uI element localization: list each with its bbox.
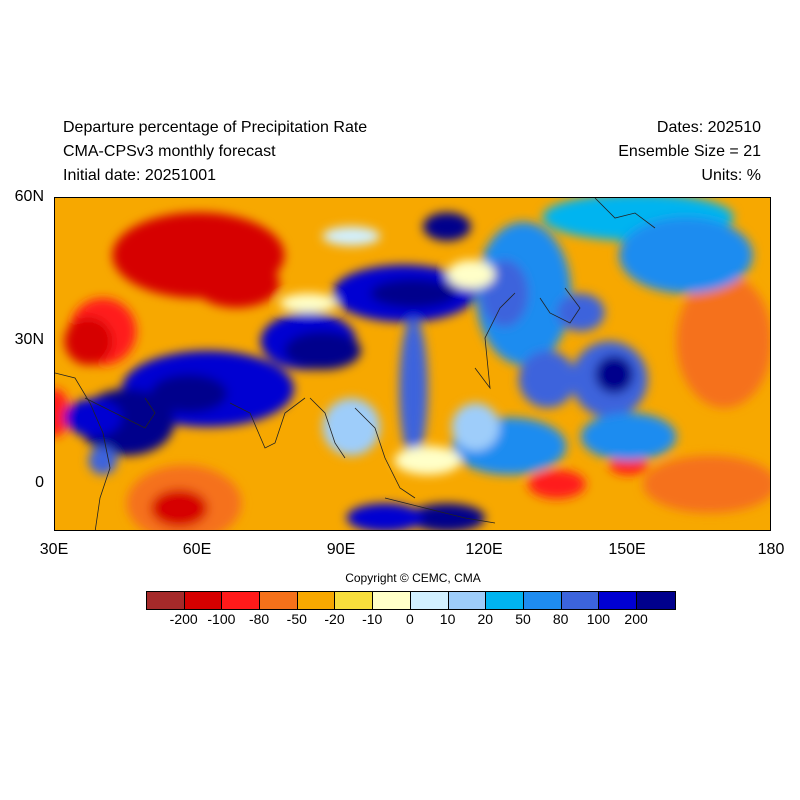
anomaly-region	[399, 317, 428, 461]
anomaly-region	[284, 331, 361, 370]
anomaly-region	[279, 293, 338, 313]
lon-tick-120e: 120E	[465, 541, 503, 558]
anomaly-region	[193, 260, 280, 308]
colorbar-label: -200	[169, 611, 198, 627]
colorbar-label: 200	[624, 611, 648, 627]
colorbar-label: 100	[586, 611, 611, 627]
anomaly-region	[408, 503, 486, 530]
anomaly-region	[556, 293, 605, 332]
anomaly-region	[394, 446, 462, 475]
coastline-indonesia	[384, 497, 496, 524]
colorbar-swatch	[523, 592, 562, 609]
anomaly-region	[322, 398, 381, 456]
coastline-arabia	[84, 397, 156, 429]
coastline-bay-of-bengal	[309, 397, 346, 459]
colorbar-label: -100	[207, 611, 236, 627]
colorbar-label: 80	[552, 611, 569, 627]
anomaly-region	[55, 388, 70, 437]
colorbar-swatch	[260, 592, 298, 609]
coastline-china	[474, 292, 516, 390]
colorbar-swatch	[486, 592, 524, 609]
colorbar-label: -10	[362, 611, 383, 627]
colorbar-swatch	[184, 592, 223, 609]
lon-tick-30e: 30E	[39, 541, 69, 558]
colorbar-swatch	[410, 592, 449, 609]
initial-date: Initial date: 20251001	[63, 167, 217, 184]
colorbar-label: 20	[477, 611, 494, 627]
coastlines	[55, 198, 656, 530]
anomaly-region	[518, 350, 577, 408]
colorbar-label: 10	[439, 611, 456, 627]
anomaly-region	[619, 217, 753, 294]
colorbar-label: -50	[286, 611, 307, 627]
colorbar-swatch	[448, 592, 487, 609]
coastline-kamchatka	[594, 198, 656, 229]
ensemble-size: Ensemble Size = 21	[618, 143, 761, 160]
lon-tick-90e: 90E	[326, 541, 356, 558]
anomaly-region	[88, 446, 118, 475]
colorbar-swatch	[222, 592, 261, 609]
anomaly-region	[595, 355, 634, 394]
anomaly-region	[446, 260, 495, 289]
anomaly-region	[64, 317, 113, 365]
anomaly-region	[642, 455, 770, 513]
anomaly-region	[322, 226, 381, 246]
colorbar-label: -20	[324, 611, 345, 627]
colorbar-swatch	[561, 592, 600, 609]
units-label: Units: %	[701, 167, 761, 184]
lat-tick-0: 0	[35, 474, 44, 491]
anomaly-region	[528, 469, 586, 499]
anomaly-region	[150, 374, 228, 413]
lon-tick-180: 180	[757, 541, 785, 558]
coastline-africa-east	[55, 372, 111, 530]
colorbar-swatch	[335, 592, 374, 609]
anomaly-region	[370, 279, 457, 308]
colorbar-swatch	[636, 592, 675, 609]
coastline-japan	[539, 287, 581, 324]
colorbar-label: 50	[515, 611, 531, 627]
anomaly-region	[676, 274, 770, 408]
colorbar-swatch	[373, 592, 411, 609]
anomaly-region	[150, 489, 208, 528]
precipitation-anomaly-map	[54, 197, 771, 531]
map-title: Departure percentage of Precipitation Ra…	[63, 119, 368, 136]
coastline-indochina	[354, 407, 416, 499]
anomaly-region	[451, 403, 500, 451]
lon-tick-60e: 60E	[182, 541, 212, 558]
anomaly-region	[64, 398, 122, 437]
anomaly-regions	[55, 198, 770, 530]
lat-tick-60n: 60N	[14, 188, 44, 205]
anomaly-region	[346, 503, 424, 530]
colorbar-label: -80	[248, 611, 270, 627]
anomaly-region	[609, 455, 648, 475]
lat-tick-30n: 30N	[14, 331, 44, 348]
copyright-notice: Copyright © CEMC, CMA	[345, 571, 481, 585]
colorbar-swatch	[599, 592, 637, 609]
coastline-india	[229, 397, 306, 449]
lon-tick-150e: 150E	[608, 541, 646, 558]
anomaly-field	[55, 198, 770, 530]
anomaly-region	[423, 212, 471, 241]
model-name: CMA-CPSv3 monthly forecast	[63, 143, 276, 160]
forecast-dates: Dates: 202510	[656, 119, 761, 136]
anomaly-region	[580, 412, 677, 461]
colorbar-swatch	[297, 592, 336, 609]
colorbar-label: 0	[405, 611, 414, 627]
colorbar	[146, 591, 676, 610]
colorbar-swatch	[147, 592, 185, 609]
